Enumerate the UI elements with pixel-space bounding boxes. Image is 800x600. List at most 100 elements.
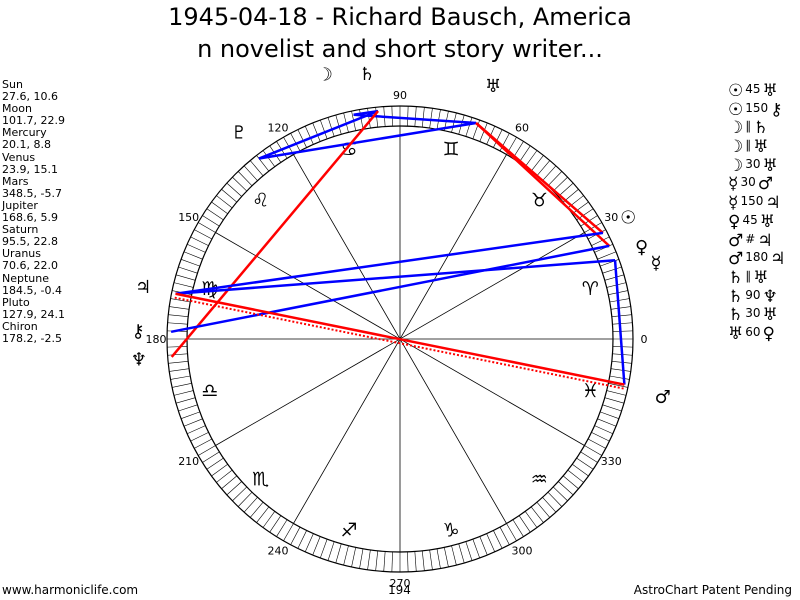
degree-tick [180,411,200,419]
mars-icon: ♂ [728,230,744,251]
mars-icon: ♂ [757,174,773,195]
degree-tick [562,475,579,489]
degree-tick [584,222,602,233]
degree-tick [175,397,196,404]
degree-tick [609,375,630,380]
degree-tick [524,511,538,528]
degree-tick [359,548,364,569]
sun-icon: ☉ [728,81,744,101]
aspect-type: # [745,231,756,246]
degree-tick [612,330,633,332]
degree-tick [604,274,625,281]
degree-tick [611,314,632,318]
uranus-icon: ♅ [762,155,778,176]
degree-tick [262,150,276,167]
degree-label: 240 [268,544,289,557]
aspect-row: ☿ 30 ♂ [728,173,798,195]
degree-tick [250,501,264,518]
degree-tick [604,397,625,404]
degree-tick [407,551,409,572]
degree-tick [320,119,328,139]
saturn-icon: ♄ [728,305,744,326]
chiron-icon: ⚷ [132,321,145,342]
mercury-icon: ☿ [651,253,662,274]
aspect-line [175,292,625,386]
pisces-icon: ♓ [582,380,599,402]
degree-tick [312,122,321,142]
degree-tick [458,543,465,564]
degree-label: 330 [601,455,622,468]
degree-tick [530,155,544,172]
degree-tick [173,390,194,396]
moon-icon: ☽ [728,137,744,158]
aspect-line [258,109,379,160]
aspect-line [475,122,604,234]
degree-tick [591,432,610,442]
degree-tick [202,451,220,463]
aspect-row: ♀ 45 ♅ [728,211,798,232]
degree-label: 300 [512,544,533,557]
moon-icon: ☽ [728,118,744,139]
jupiter-icon: ♃ [765,193,781,214]
uranus-icon: ♅ [485,76,501,97]
footer-number: 194 [388,583,411,597]
jupiter-icon: ♃ [757,230,773,251]
aspect-type: 30 [740,175,756,190]
degree-tick [170,298,191,303]
position-values: 127.9, 24.1 [2,307,65,321]
aquarius-icon: ♒ [531,468,548,490]
degree-tick [479,536,488,556]
degree-label: 0 [641,333,648,346]
degree-tick [290,133,301,152]
jupiter-icon: ♃ [770,249,786,270]
degree-tick [256,506,270,523]
degree-label: 30 [604,211,618,224]
degree-tick [216,469,233,483]
degree-tick [530,506,544,523]
degree-tick [304,126,314,145]
degree-tick [518,145,531,163]
website-link[interactable]: www.harmoniclife.com [2,583,139,597]
degree-tick [493,129,503,148]
sun-icon: ☉ [620,208,636,229]
neptune-icon: ♆ [762,286,778,307]
aspect-row: ☽ 30 ♅ [728,155,798,176]
degree-tick [167,353,188,356]
degree-label: 180 [146,333,167,346]
aspect-type: 45 [745,82,761,96]
degree-tick [335,114,342,135]
mars-icon: ♂ [655,387,671,408]
degree-tick [232,176,247,192]
aspect-type: ∥ [745,138,752,153]
position-name: Chiron [2,319,38,333]
planet-positions-list: Sun 27.6, 10.6 Moon 101.7, 22.9 Mercury 20.1,… [2,78,65,345]
aspect-row: ☽ ∥ ♅ [728,136,798,158]
degree-tick [558,481,574,496]
moon-icon: ☽ [317,64,333,85]
degree-tick [190,432,209,442]
degree-tick [518,515,531,533]
degree-tick [553,486,568,502]
libra-icon: ♎ [201,380,218,402]
aspect-type: 30 [745,306,761,321]
position-name: Moon [2,102,32,116]
taurus-icon: ♉ [531,190,548,212]
mercury-icon: ☿ [728,174,739,195]
aspect-row: ♄ 90 ♆ [728,286,798,307]
position-name: Uranus [2,247,41,261]
uranus-icon: ♅ [762,305,778,326]
degree-tick [436,548,441,569]
degree-tick [542,165,557,181]
degree-tick [612,322,633,325]
aspect-type: 60 [745,324,761,339]
degree-tick [198,445,216,456]
degree-tick [472,539,480,559]
aspect-type: 180 [745,250,769,265]
degree-tick [211,201,228,215]
venus-icon: ♀ [728,211,741,232]
aspect-row: ♂ 180 ♃ [728,248,798,270]
degree-tick [168,314,189,318]
position-values: 95.5, 22.8 [2,235,58,249]
degree-tick [610,306,631,310]
degree-label: 120 [268,122,289,135]
